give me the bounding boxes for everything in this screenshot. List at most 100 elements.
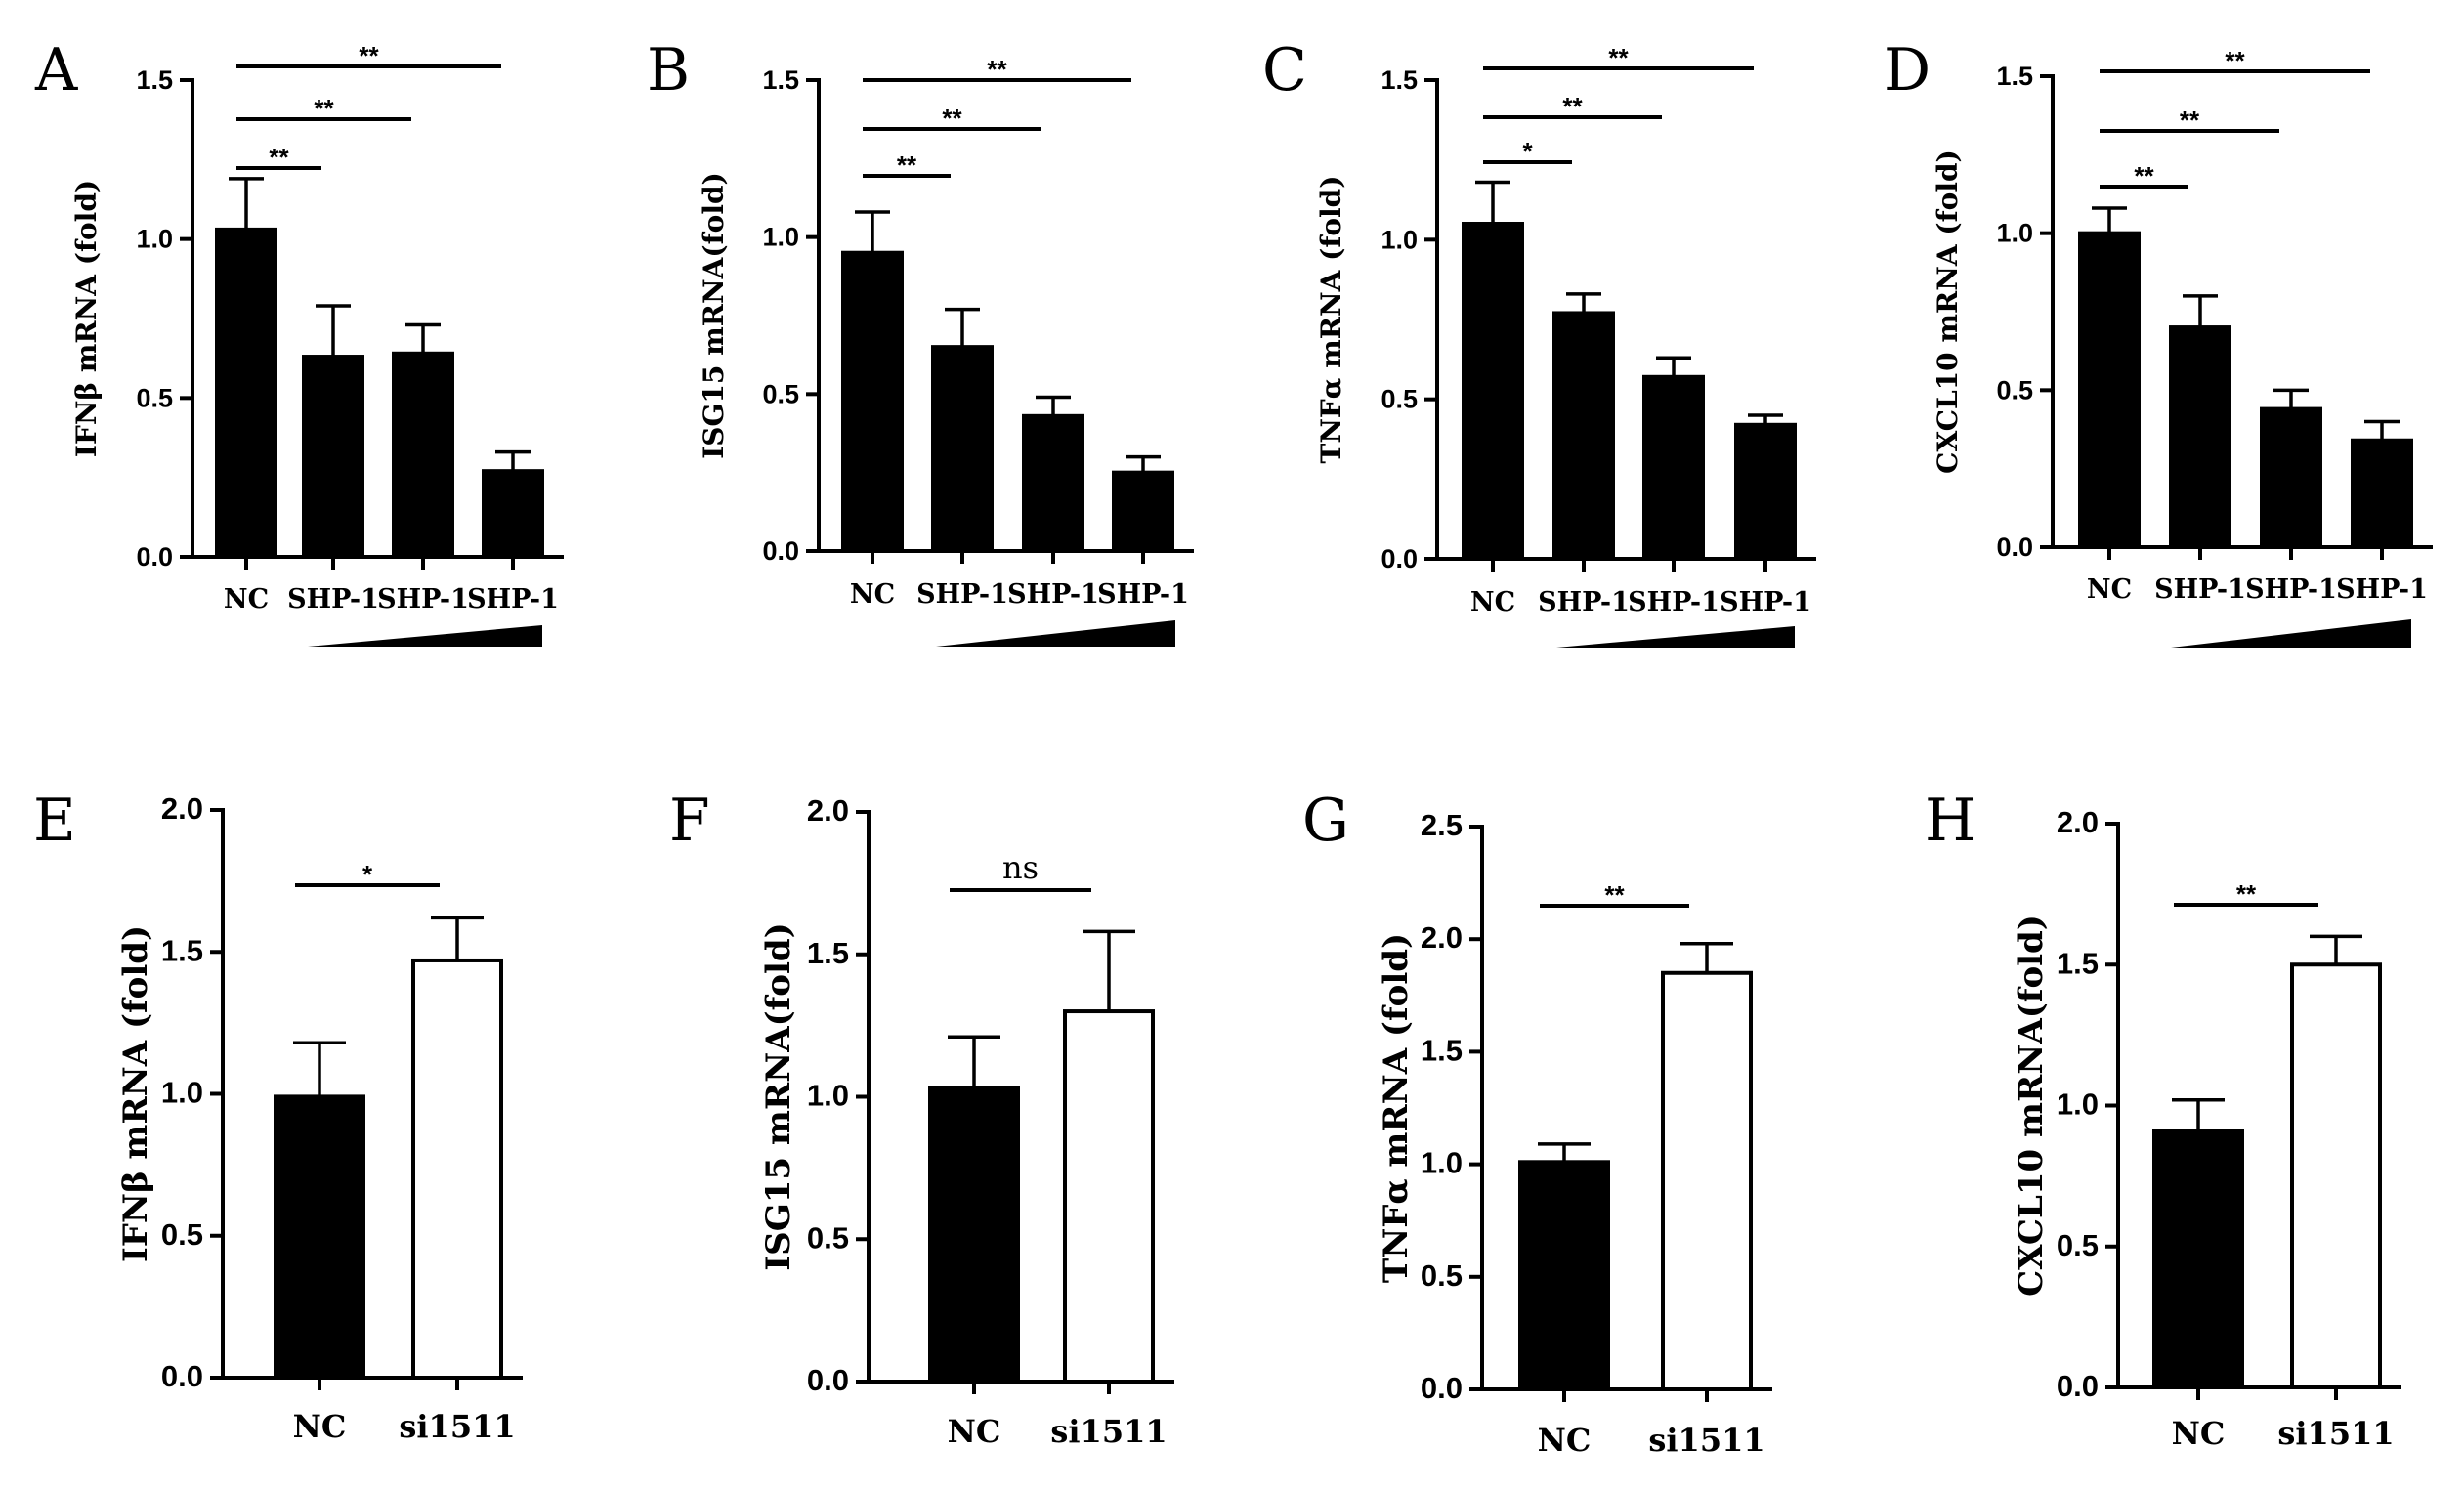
x-tick-label: NC bbox=[1470, 587, 1515, 618]
y-tick-label: 0.5 bbox=[1421, 1258, 1463, 1293]
dose-wedge bbox=[308, 625, 542, 647]
panel-g: G 0.0 0.5 1.0 1.5 2.0 2.5 TNFα mRNA (fold) NC si1… bbox=[1302, 787, 1772, 1459]
bar-shp-1 bbox=[2260, 406, 2322, 550]
dose-wedge bbox=[1556, 626, 1795, 648]
y-axis-title: ISG15 mRNA(fold) bbox=[759, 922, 798, 1271]
y-tick-label: 0.5 bbox=[161, 1217, 203, 1252]
x-tick-label: NC bbox=[948, 1413, 1001, 1450]
significance-label: ** bbox=[269, 143, 289, 172]
x-tick-label: NC bbox=[850, 579, 895, 610]
x-tick-label: SHP-1 bbox=[916, 579, 1008, 610]
bar-shp-1 bbox=[2351, 438, 2413, 550]
x-tick-label: SHP-1 bbox=[1007, 579, 1099, 610]
panel-letter: B bbox=[647, 36, 690, 105]
y-axis-title: TNFα mRNA (fold) bbox=[1377, 933, 1416, 1283]
x-tick-label: SHP-1 bbox=[2245, 575, 2337, 605]
bar-shp-1 bbox=[1022, 413, 1084, 553]
y-tick-label: 0.0 bbox=[1421, 1371, 1463, 1405]
panel-letter: F bbox=[669, 787, 710, 855]
bar-si1511 bbox=[1063, 1009, 1155, 1384]
y-tick-label: 0.5 bbox=[1996, 375, 2033, 405]
x-tick-label: NC bbox=[2172, 1415, 2226, 1452]
y-tick-label: 1.5 bbox=[1996, 62, 2033, 91]
y-tick-label: 2.0 bbox=[161, 791, 203, 826]
significance-label: * bbox=[362, 860, 373, 889]
x-tick-label: si1511 bbox=[399, 1408, 515, 1445]
x-tick-label: SHP-1 bbox=[1538, 587, 1630, 618]
panel-letter: D bbox=[1884, 36, 1931, 105]
y-tick-label: 2.0 bbox=[1421, 920, 1463, 955]
x-tick-label: NC bbox=[1538, 1422, 1592, 1459]
y-tick-label: 1.5 bbox=[807, 936, 849, 970]
x-tick-label: si1511 bbox=[2277, 1415, 2394, 1452]
x-tick-label: SHP-1 bbox=[2154, 575, 2246, 605]
y-tick-label: 0.5 bbox=[762, 379, 799, 408]
bar-si1511 bbox=[1661, 970, 1753, 1391]
panel-letter: H bbox=[1925, 787, 1975, 855]
x-tick-label: SHP-1 bbox=[287, 584, 379, 615]
bar-nc bbox=[2078, 231, 2141, 550]
significance-label: ** bbox=[1562, 92, 1583, 121]
y-tick-label: 1.5 bbox=[2057, 946, 2099, 980]
y-axis-title: TNFα mRNA (fold) bbox=[1315, 176, 1347, 464]
y-tick-label: 2.0 bbox=[2057, 805, 2099, 839]
significance-label: ** bbox=[2134, 161, 2154, 191]
y-axis-title: CXCL10 mRNA (fold) bbox=[1932, 149, 1964, 474]
x-tick-label: SHP-1 bbox=[2336, 575, 2428, 605]
y-tick-label: 0.0 bbox=[807, 1363, 849, 1397]
y-tick-label: 1.0 bbox=[1421, 1146, 1463, 1180]
bar-si1511 bbox=[2290, 962, 2382, 1389]
y-tick-label: 0.0 bbox=[2057, 1369, 2099, 1403]
x-tick-label: NC bbox=[293, 1408, 347, 1445]
panel-letter: C bbox=[1262, 36, 1307, 105]
y-tick-label: 1.0 bbox=[762, 223, 799, 252]
bar-nc bbox=[1518, 1160, 1610, 1392]
y-tick-label: 1.0 bbox=[1381, 225, 1418, 254]
y-tick-label: 0.5 bbox=[2057, 1228, 2099, 1262]
y-tick-label: 0.5 bbox=[136, 383, 173, 412]
y-axis-title: CXCL10 mRNA(fold) bbox=[2012, 915, 2051, 1297]
x-tick-label: NC bbox=[224, 584, 269, 615]
significance-label: ns bbox=[1002, 849, 1039, 886]
significance-label: ** bbox=[2180, 106, 2200, 135]
x-tick-label: SHP-1 bbox=[1720, 587, 1811, 618]
y-tick-label: 2.5 bbox=[1421, 808, 1463, 842]
x-tick-label: SHP-1 bbox=[1628, 587, 1720, 618]
y-tick-label: 0.0 bbox=[762, 536, 799, 566]
panel-e: E 0.0 0.5 1.0 1.5 2.0 IFNβ mRNA (fold) NC si1511… bbox=[33, 787, 523, 1445]
significance-label: ** bbox=[987, 55, 1007, 84]
y-axis-title: IFNβ mRNA (fold) bbox=[70, 180, 103, 457]
y-tick-label: 0.0 bbox=[1996, 532, 2033, 562]
y-axis-title: IFNβ mRNA (fold) bbox=[116, 925, 155, 1262]
dose-wedge bbox=[936, 620, 1175, 647]
panel-letter: G bbox=[1302, 787, 1349, 855]
y-tick-label: 1.0 bbox=[1996, 219, 2033, 248]
panel-h: H 0.0 0.5 1.0 1.5 2.0 CXCL10 mRNA(fold) NC si151… bbox=[1925, 787, 2401, 1452]
bar-nc bbox=[274, 1094, 365, 1381]
y-tick-label: 0.0 bbox=[136, 542, 173, 572]
bar-nc bbox=[215, 227, 277, 559]
y-tick-label: 0.0 bbox=[161, 1359, 203, 1393]
panel-letter: E bbox=[33, 787, 76, 855]
bar-shp-1 bbox=[482, 469, 544, 559]
significance-label: * bbox=[1522, 137, 1533, 166]
x-tick-label: SHP-1 bbox=[1097, 579, 1189, 610]
significance-label: ** bbox=[942, 104, 962, 133]
y-tick-label: 1.5 bbox=[1421, 1033, 1463, 1067]
y-tick-label: 1.5 bbox=[762, 65, 799, 95]
y-tick-label: 0.5 bbox=[1381, 385, 1418, 414]
y-tick-label: 1.5 bbox=[136, 65, 173, 95]
y-tick-label: 2.0 bbox=[807, 793, 849, 828]
significance-label: ** bbox=[359, 41, 379, 70]
x-tick-label: SHP-1 bbox=[467, 584, 559, 615]
y-tick-label: 1.5 bbox=[1381, 65, 1418, 95]
bar-nc bbox=[1462, 222, 1524, 561]
bar-shp-1 bbox=[302, 355, 364, 560]
bar-si1511 bbox=[411, 958, 503, 1381]
dose-wedge bbox=[2171, 619, 2411, 648]
bar-shp-1 bbox=[2169, 325, 2231, 550]
y-tick-label: 1.0 bbox=[161, 1076, 203, 1110]
panel-f: F 0.0 0.5 1.0 1.5 2.0 ISG15 mRNA(fold) NC si1511… bbox=[669, 787, 1174, 1450]
bar-shp-1 bbox=[1552, 311, 1615, 562]
